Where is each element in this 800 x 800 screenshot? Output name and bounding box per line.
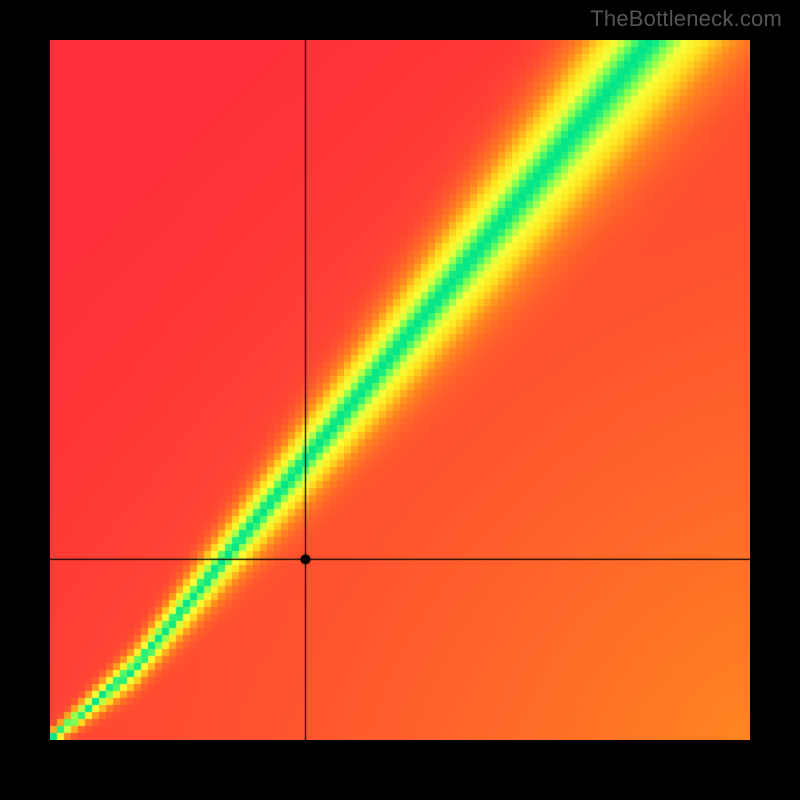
chart-container: TheBottleneck.com (0, 0, 800, 800)
watermark-text: TheBottleneck.com (590, 6, 782, 32)
heatmap-canvas (50, 40, 750, 740)
heatmap-plot (50, 40, 750, 740)
